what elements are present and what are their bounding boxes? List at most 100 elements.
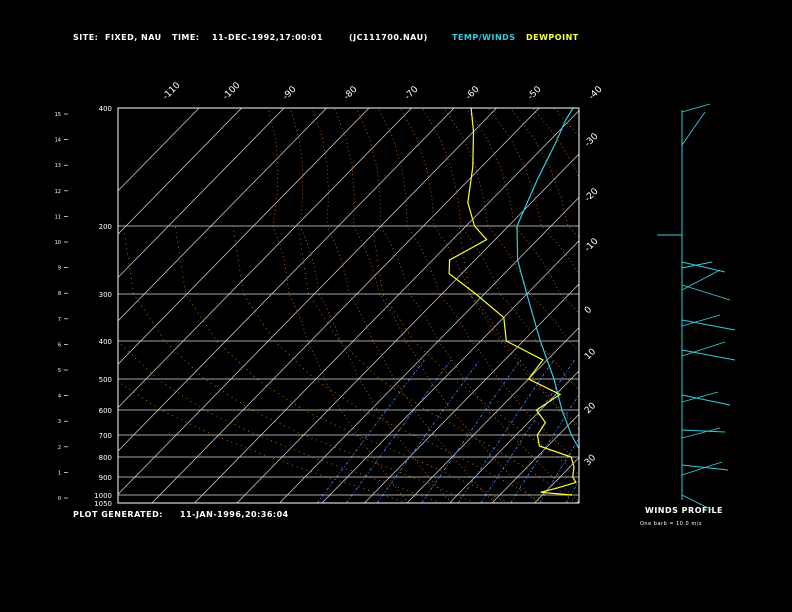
- height-tick-label: 11: [55, 214, 61, 220]
- wind-barb: [681, 314, 721, 327]
- height-tick-label: 12: [55, 189, 61, 195]
- dry-adiabat: [620, 108, 792, 503]
- height-tick-label: 5: [58, 368, 61, 374]
- winds-profile-label: WINDS PROFILE: [645, 506, 724, 515]
- pressure-tick-label: 900: [99, 474, 112, 482]
- isotherm-line: [620, 108, 792, 503]
- mixing-ratio-line: [510, 394, 579, 503]
- wind-barb: [681, 319, 736, 331]
- dry-adiabat: [311, 108, 495, 503]
- time-value: 11-DEC-1992,17:00:01: [212, 33, 324, 42]
- mixing-ratio-line: [421, 359, 521, 503]
- wind-barb: [681, 494, 713, 511]
- moist-adiabat: [118, 340, 442, 503]
- isotherm-right-label: 20: [583, 401, 598, 416]
- wind-barb: [681, 349, 736, 361]
- isotherm-line: [118, 108, 327, 322]
- mixing-ratio-line: [376, 359, 481, 503]
- isotherm-line: [118, 108, 412, 409]
- wind-barb: [681, 461, 723, 476]
- wind-barb: [681, 284, 731, 301]
- plot-generated-label: PLOT GENERATED:: [73, 510, 163, 519]
- isotherm-top-label: -80: [342, 84, 360, 102]
- pressure-tick-label: 1000: [94, 492, 112, 500]
- pressure-tick-label: 200: [99, 223, 112, 231]
- isotherm-right-label: 0: [583, 305, 594, 316]
- wind-barb: [681, 394, 731, 406]
- pressure-tick-label: 800: [99, 454, 112, 462]
- isotherm-right-label: -30: [583, 131, 601, 149]
- wind-barb: [681, 261, 726, 273]
- file-name: (JC111700.NAU): [349, 33, 428, 42]
- isotherm-right-label: 10: [583, 347, 598, 362]
- isotherm-line: [279, 196, 579, 503]
- dry-adiabat: [575, 108, 579, 112]
- dry-adiabat: [289, 108, 452, 503]
- dry-adiabat: [509, 108, 579, 238]
- isotherm-line: [576, 500, 579, 503]
- height-tick-label: 7: [58, 317, 61, 323]
- dry-adiabat: [443, 108, 579, 352]
- time-label: TIME:: [172, 33, 200, 42]
- wind-barb: [681, 429, 726, 433]
- moist-adiabat: [174, 225, 510, 503]
- dry-adiabat: [553, 108, 579, 137]
- pressure-tick-label: 500: [99, 376, 112, 384]
- site-label: SITE:: [73, 33, 99, 42]
- isotherm-top-label: -110: [161, 80, 183, 102]
- site-value: FIXED, NAU: [105, 33, 162, 42]
- dry-adiabat: [598, 108, 792, 503]
- isotherm-line: [491, 413, 579, 503]
- height-tick-label: 6: [58, 342, 61, 348]
- isotherm-line: [534, 457, 579, 503]
- isotherm-top-label: -70: [403, 84, 421, 102]
- isotherm-line: [118, 108, 200, 192]
- wind-barb: [681, 103, 711, 113]
- height-tick-label: 13: [55, 163, 61, 169]
- dewpoint-profile: [448, 108, 577, 496]
- mixing-ratio-line: [480, 359, 575, 503]
- height-tick-label: 3: [58, 419, 61, 425]
- wind-barb: [681, 341, 726, 357]
- wind-barb: [681, 391, 719, 403]
- isotherm-top-label: -90: [281, 84, 299, 102]
- isotherm-right-label: 30: [583, 453, 598, 468]
- moist-adiabat: [122, 225, 476, 503]
- dry-adiabat: [531, 108, 579, 180]
- dry-adiabat: [664, 108, 792, 503]
- temperature-profile: [516, 108, 579, 450]
- isotherm-right-label: -20: [583, 186, 601, 204]
- isotherm-line: [705, 108, 792, 503]
- height-tick-label: 10: [55, 240, 61, 246]
- isotherm-line: [364, 283, 579, 503]
- mixing-ratio-line: [601, 360, 684, 503]
- height-tick-label: 2: [58, 445, 61, 451]
- wind-barb: [681, 261, 713, 269]
- height-tick-label: 0: [58, 496, 61, 502]
- dry-adiabat: [487, 108, 579, 275]
- isotherm-line: [321, 240, 579, 503]
- legend-temp-winds: TEMP/WINDS: [452, 33, 516, 42]
- pressure-tick-label: 400: [99, 338, 112, 346]
- isotherm-line: [236, 153, 579, 503]
- height-tick-label: 4: [58, 394, 61, 400]
- isotherm-line: [449, 370, 579, 503]
- moist-adiabat: [232, 225, 544, 503]
- isotherm-line: [118, 108, 242, 235]
- moist-adiabat: [118, 381, 408, 503]
- wind-barb: [681, 111, 706, 146]
- isotherm-right-label: -10: [583, 236, 601, 254]
- wind-barb: [681, 427, 721, 439]
- isotherm-top-label: -100: [221, 80, 243, 102]
- moist-adiabat: [458, 225, 579, 430]
- isotherm-line: [118, 108, 370, 365]
- dry-adiabat: [333, 108, 539, 503]
- legend-dewpoint: DEWPOINT: [526, 33, 579, 42]
- isotherm-line: [118, 108, 497, 495]
- dry-adiabat: [399, 108, 579, 428]
- plot-generated-value: 11-JAN-1996,20:36:04: [180, 510, 289, 519]
- dry-adiabat: [686, 108, 792, 503]
- isotherm-line: [406, 326, 579, 503]
- dry-adiabat: [708, 108, 792, 503]
